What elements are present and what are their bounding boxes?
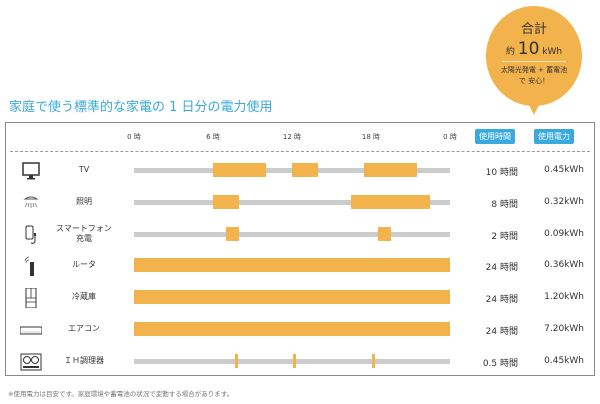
total-bubble: 合計 約 10 kWh 太陽光発電 + 蓄電池 で 安心！ — [486, 6, 582, 115]
usage-bar — [372, 353, 376, 368]
x-tick-label: 18 時 — [361, 133, 381, 141]
usage-bar — [134, 290, 450, 305]
timeline-track — [134, 258, 450, 273]
appliance-row: スマートフォン 充電 2 時間 0.09kWh — [6, 219, 594, 249]
header-power: 使用電力 — [534, 129, 574, 144]
timeline-track — [134, 226, 450, 241]
total-prefix: 約 — [505, 47, 515, 57]
timeline-track — [134, 322, 450, 336]
usage-bar — [292, 163, 319, 177]
usage-kwh: 1.20kWh — [544, 292, 584, 303]
usage-bar — [226, 226, 240, 241]
total-value: 約 10 kWh — [486, 39, 582, 59]
total-note-2: で 安心！ — [518, 77, 550, 85]
ceiling-light-icon — [20, 193, 42, 213]
total-note-1: 太陽光発電 + 蓄電池 — [500, 66, 568, 74]
usage-bar — [134, 322, 450, 336]
page-title: 家庭で使う標準的な家電の 1 日分の電力使用 — [9, 100, 273, 115]
router-icon — [20, 256, 42, 277]
usage-bar — [235, 353, 239, 368]
appliance-label: 冷蔵庫 — [72, 292, 96, 302]
usage-hours: 24 時間 — [485, 263, 518, 274]
tv-icon — [20, 161, 42, 181]
usage-hours: 10 時間 — [485, 168, 518, 178]
appliance-row: TV 10 時間 0.45kWh — [6, 155, 594, 185]
divider — [502, 61, 566, 62]
usage-bar — [377, 226, 391, 241]
total-unit: kWh — [542, 47, 563, 57]
appliance-row: ルータ 24 時間 0.36kWh — [6, 250, 594, 280]
usage-bar — [364, 163, 418, 177]
air-conditioner-icon — [19, 320, 43, 340]
timeline-track — [134, 194, 450, 209]
footnote: ※使用電力は目安です。家庭環境や蓄電池の状況で変動する場合があります。 — [8, 390, 234, 398]
appliance-row: 冷蔵庫 24 時間 1.20kWh — [6, 282, 594, 312]
appliance-label: 照明 — [76, 196, 92, 206]
usage-hours: 24 時間 — [485, 327, 518, 337]
usage-kwh: 0.36kWh — [544, 260, 584, 271]
usage-bar — [293, 353, 297, 368]
x-tick-label: 0 時 — [127, 133, 141, 141]
usage-hours: 24 時間 — [485, 295, 518, 306]
usage-bar — [134, 258, 450, 273]
x-tick-label: 12 時 — [282, 133, 302, 141]
timeline-track — [134, 163, 450, 177]
appliance-label: スマートフォン 充電 — [56, 223, 112, 243]
usage-kwh: 0.45kWh — [544, 165, 584, 175]
usage-kwh: 0.32kWh — [544, 196, 584, 207]
usage-hours: 0.5 時間 — [482, 358, 518, 369]
usage-bar — [351, 194, 431, 209]
timeline-track — [134, 290, 450, 305]
header-hours: 使用時間 — [475, 129, 515, 144]
usage-bar — [213, 194, 240, 209]
appliance-label: ルータ — [72, 260, 96, 270]
x-tick-label: 6 時 — [206, 133, 220, 141]
header-divider — [10, 151, 590, 152]
ih-cooktop-icon — [20, 352, 42, 372]
total-title: 合計 — [520, 22, 547, 37]
usage-hours: 2 時間 — [491, 231, 518, 242]
timeline-track — [134, 353, 450, 368]
usage-chart: 使用時間 使用電力 0 時 6 時 12 時 18 時 0 時 TV 10 時間 0.4… — [5, 122, 595, 376]
usage-bar — [213, 163, 266, 177]
usage-hours: 8 時間 — [491, 199, 518, 210]
appliance-row: ＩＨ調理器 0.5 時間 0.45kWh — [6, 346, 594, 376]
refrigerator-icon — [20, 287, 42, 309]
usage-kwh: 0.45kWh — [544, 355, 584, 366]
appliance-label: エアコン — [68, 324, 100, 333]
usage-kwh: 7.20kWh — [544, 324, 584, 334]
x-tick-label: 0 時 — [443, 133, 457, 141]
appliance-row: エアコン 24 時間 7.20kWh — [6, 314, 594, 344]
appliance-row: 照明 8 時間 0.32kWh — [6, 187, 594, 217]
appliance-label: ＩＨ調理器 — [64, 355, 104, 365]
total-number: 10 — [517, 39, 540, 59]
smartphone-charger-icon — [20, 225, 42, 245]
appliance-label: TV — [78, 165, 90, 174]
usage-kwh: 0.09kWh — [544, 228, 584, 239]
